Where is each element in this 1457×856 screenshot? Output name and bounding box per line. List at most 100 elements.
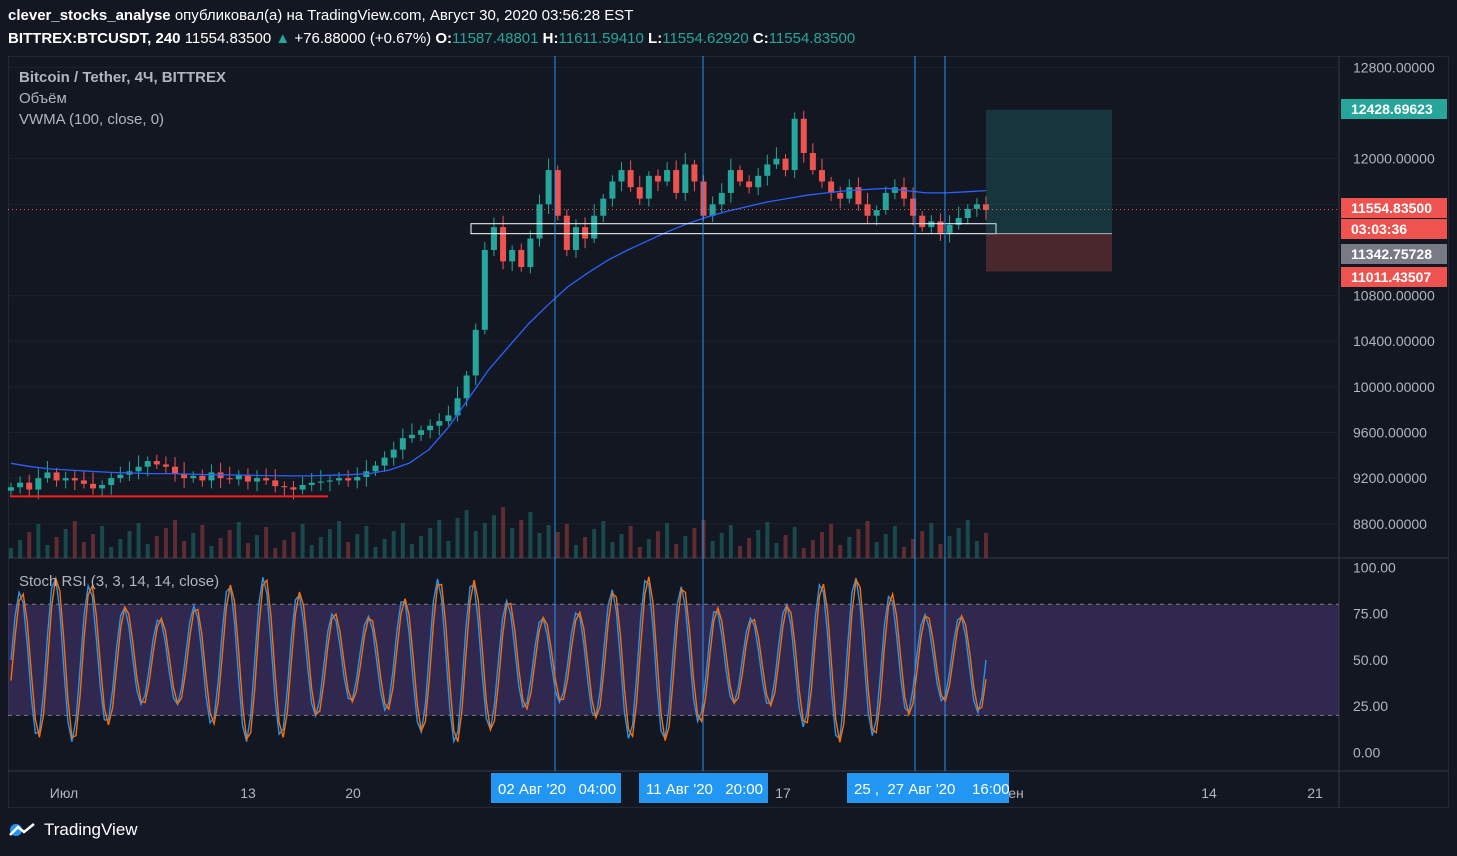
volume-bar xyxy=(200,525,205,558)
price-marker-badge xyxy=(1341,267,1447,287)
candle-body xyxy=(964,208,971,219)
candle-body xyxy=(208,472,215,481)
volume-bar xyxy=(619,534,624,558)
x-highlight-label: 02 Авг '20 04:00 xyxy=(498,781,616,798)
candle-body xyxy=(983,204,989,211)
volume-bar xyxy=(747,538,752,558)
high-value: 11611.59410 xyxy=(558,30,644,47)
volume-bar xyxy=(182,541,187,558)
volume-bar xyxy=(291,532,296,558)
y-tick-label: 8800.00000 xyxy=(1353,516,1427,532)
candle-body xyxy=(71,478,78,481)
candle-body xyxy=(117,474,124,479)
y-tick-label: 9200.00000 xyxy=(1353,470,1427,486)
candle-body xyxy=(281,486,288,488)
volume-bar xyxy=(655,531,660,558)
volume-bar xyxy=(364,526,369,558)
price-marker-label: 03:03:36 xyxy=(1351,221,1407,237)
candle-body xyxy=(308,482,315,485)
candle-body xyxy=(755,175,762,188)
x-highlight-badge xyxy=(491,773,621,803)
candle-body xyxy=(554,170,561,216)
candle-body xyxy=(418,430,425,435)
candle-body xyxy=(818,170,825,182)
candle-body xyxy=(618,170,625,182)
vwma-line xyxy=(10,187,987,477)
close-value: 11554.83500 xyxy=(768,30,856,47)
candle-body xyxy=(62,478,69,481)
volume-bar xyxy=(81,542,86,558)
x-tick-label: 13 xyxy=(240,785,256,801)
volume-bar xyxy=(892,526,897,558)
candle-body xyxy=(481,249,488,330)
ohlc-line: BITTREX:BTCUSDT, 240 11554.83500 ▲ +76.8… xyxy=(8,30,855,47)
stoch-k-line xyxy=(10,575,987,745)
candle-body xyxy=(490,227,497,250)
x-tick-label: 20 xyxy=(345,785,361,801)
volume-bar xyxy=(728,525,733,558)
volume-bar xyxy=(783,535,788,558)
x-highlight-label: 25 , 27 Авг '20 16:00 xyxy=(854,781,1010,798)
volume-bar xyxy=(437,520,442,558)
author-name[interactable]: clever_stocks_analyse xyxy=(8,7,171,24)
volume-bar xyxy=(911,539,916,558)
candle-body xyxy=(226,478,233,480)
volume-bar xyxy=(118,539,123,558)
candle-body xyxy=(700,181,707,216)
chart-svg[interactable]: 12800.0000012000.0000011600.0000010800.0… xyxy=(7,55,1450,809)
candle-body xyxy=(846,187,853,199)
candle-body xyxy=(545,170,552,205)
volume-bar xyxy=(163,528,168,558)
volume-bar xyxy=(373,547,378,558)
candle-body xyxy=(244,474,251,482)
volume-bar xyxy=(63,529,68,558)
volume-bar xyxy=(9,548,13,558)
x-tick-label: 17 xyxy=(775,785,791,801)
stoch-y-tick-label: 0.00 xyxy=(1353,744,1380,760)
volume-bar xyxy=(136,523,141,558)
candle-body xyxy=(381,457,388,466)
volume-bar xyxy=(45,545,50,558)
candle-body xyxy=(591,215,598,239)
chart-header: clever_stocks_analyse опубликовал(а) на … xyxy=(0,0,1457,56)
volume-bar xyxy=(674,544,679,558)
volume-bar xyxy=(537,533,542,558)
candle-body xyxy=(636,187,643,199)
candle-body xyxy=(336,478,343,481)
volume-bar xyxy=(564,524,569,558)
candle-body xyxy=(235,474,242,480)
volume-bar xyxy=(774,543,779,558)
volume-bar xyxy=(491,515,496,558)
volume-bar xyxy=(273,548,278,558)
volume-bar xyxy=(18,540,23,558)
volume-bar xyxy=(501,507,506,558)
candle-body xyxy=(317,481,324,483)
volume-bar xyxy=(72,521,77,558)
candle-body xyxy=(937,221,944,233)
volume-bar xyxy=(583,537,588,558)
volume-bar xyxy=(601,521,606,558)
volume-bar xyxy=(346,542,351,558)
x-tick-label: Июл xyxy=(50,785,78,801)
price-marker-label: 11011.43507 xyxy=(1351,269,1431,285)
volume-bar xyxy=(154,536,159,558)
volume-bar xyxy=(419,536,424,558)
volume-bar xyxy=(610,542,615,558)
volume-bar xyxy=(792,527,797,558)
candle-body xyxy=(408,434,415,439)
candle-body xyxy=(190,475,197,479)
price-marker-label: 12428.69623 xyxy=(1351,101,1433,117)
volume-bar xyxy=(255,535,260,558)
volume-bar xyxy=(327,529,332,558)
volume-bar xyxy=(920,531,925,558)
volume-bar xyxy=(546,525,551,558)
volume-bar xyxy=(482,523,487,558)
candle-body xyxy=(600,198,607,216)
candle-body xyxy=(427,425,434,431)
candle-body xyxy=(864,204,871,216)
stoch-y-tick-label: 25.00 xyxy=(1353,698,1388,714)
chart-area[interactable]: 12800.0000012000.0000011600.0000010800.0… xyxy=(7,55,1450,809)
candle-body xyxy=(181,473,188,479)
volume-bar xyxy=(765,522,770,558)
volume-bar xyxy=(300,524,305,558)
